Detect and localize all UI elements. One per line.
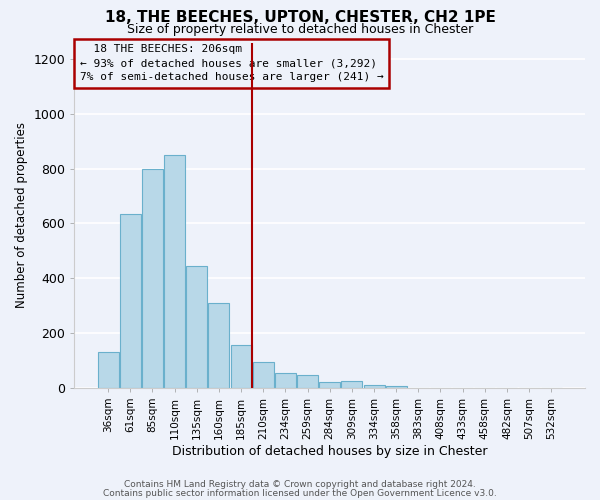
Text: 18 THE BEECHES: 206sqm  
← 93% of detached houses are smaller (3,292)
7% of semi: 18 THE BEECHES: 206sqm ← 93% of detached… (80, 44, 383, 82)
Text: Contains public sector information licensed under the Open Government Licence v3: Contains public sector information licen… (103, 488, 497, 498)
Bar (164, 155, 185, 388)
Bar (341, 381, 362, 388)
Bar (142, 168, 163, 388)
Bar (186, 266, 208, 388)
Y-axis label: Number of detached properties: Number of detached properties (15, 122, 28, 308)
Bar (253, 362, 274, 388)
Text: Contains HM Land Registry data © Crown copyright and database right 2024.: Contains HM Land Registry data © Crown c… (124, 480, 476, 489)
Bar (98, 352, 119, 388)
X-axis label: Distribution of detached houses by size in Chester: Distribution of detached houses by size … (172, 444, 487, 458)
Text: 18, THE BEECHES, UPTON, CHESTER, CH2 1PE: 18, THE BEECHES, UPTON, CHESTER, CH2 1PE (104, 10, 496, 25)
Bar (120, 214, 141, 388)
Bar (297, 376, 318, 388)
Text: Size of property relative to detached houses in Chester: Size of property relative to detached ho… (127, 22, 473, 36)
Bar (386, 386, 407, 388)
Bar (208, 303, 229, 388)
Bar (364, 385, 385, 388)
Bar (230, 346, 251, 388)
Bar (319, 382, 340, 388)
Bar (275, 372, 296, 388)
